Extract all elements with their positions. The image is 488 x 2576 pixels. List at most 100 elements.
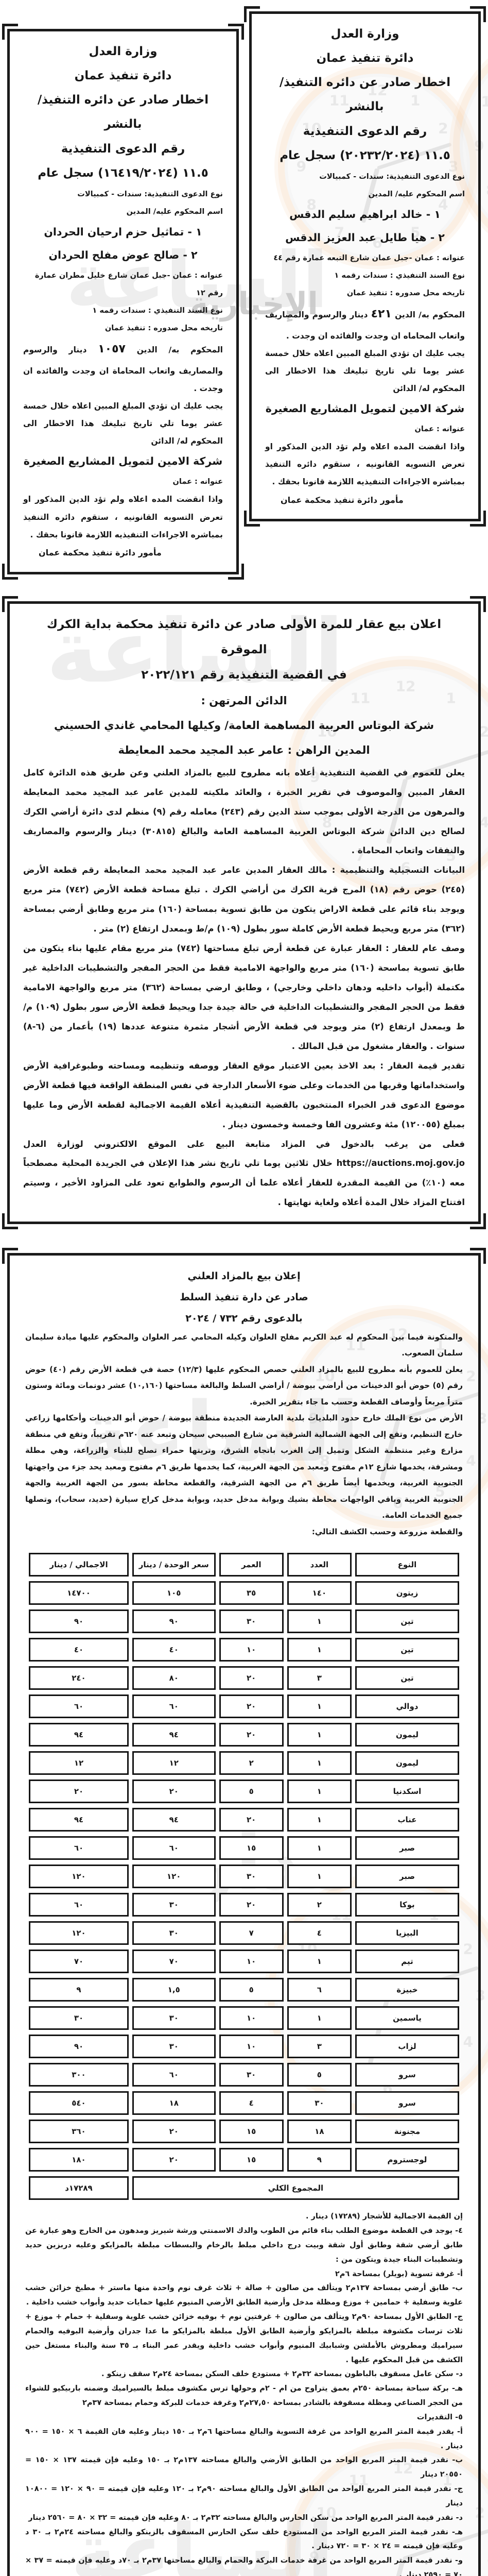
payment-instruction: يجب عليك ان تؤدي المبلغ المبين اعلاه خلا… [265, 348, 465, 394]
table-cell: ١ [287, 1694, 352, 1719]
bond-type-line: نوع السند التنفيذي : سندات رقمه ١ [334, 272, 465, 280]
table-cell: ٣٠ [29, 2006, 129, 2030]
trees-valuation-table: النوع العدد العمر سعر الوحدة / دينار الا… [25, 1548, 463, 2205]
table-cell: ١٠٥ [132, 1581, 216, 1605]
salt-paragraph: ب- نقدر قيمة المتر المربع الواحد من الطا… [25, 2456, 463, 2479]
execution-notice-amman-right: وزارة العدل دائرة تنفيذ عمان اخطار صادر … [244, 6, 486, 527]
case-number-label: رقم الدعوى التنفيذية [303, 124, 427, 138]
table-footer: المجموع الكلي ١٧٢٨٩د [29, 2176, 459, 2200]
table-cell: ٢ [287, 1893, 352, 1917]
table-cell: ١ [287, 1609, 352, 1634]
table-cell: ٩ [29, 1978, 129, 2002]
table-cell: مجنونة [355, 2120, 459, 2144]
table-cell: ٣ [287, 1666, 352, 1690]
column-header-type: النوع [355, 1553, 459, 1577]
case-number-value: ١١.٥ (٢٠٢٣٢/٢٠٢٤) سجل عام [280, 148, 450, 162]
table-cell: ١٢ [132, 1751, 216, 1775]
ministry-title: وزارة العدل [330, 27, 399, 41]
table-cell: عناب [355, 1808, 459, 1832]
salt-paragraph: أ- يقدر قيمة المتر المربع الواحد من غرفة… [25, 2427, 463, 2450]
table-cell: ١٥ [219, 2148, 284, 2172]
salt-paragraph: هـ- بركة سباحة بمساحة ٢٥٠م بعمق يتراوح م… [25, 2384, 463, 2408]
table-row: تين ١ ٣٠ ٩٠ ٩٠ [29, 1609, 459, 1634]
table-cell: زيتون [355, 1581, 459, 1605]
table-cell: ١ [287, 1950, 352, 1974]
case-type-line: نوع الدعوى التنفيذية: سندات - كمبيالات [77, 190, 223, 198]
table-row: صبر ١ ١٥ ٦٠ ٦٠ [29, 1836, 459, 1860]
department-title: دائرة تنفيذ عمان [74, 69, 172, 83]
table-row: بوكا ٢ ٢٠ ٣٠ ٦٠ [29, 1893, 459, 1917]
table-cell: ٩٠ [29, 2035, 129, 2059]
legal-warning: واذا انقضت المده اعلاه ولم تؤد الدين الم… [265, 442, 465, 487]
creditor-name: شركة الامين لتمويل المشاريع الصغيرة [265, 402, 465, 415]
table-cell: تيم [355, 1950, 459, 1974]
table-cell: صبر [355, 1865, 459, 1889]
table-body: زيتون ١٤٠ ٣٥ ١٠٥ ١٤٧٠٠ تين ١ ٣٠ ٩٠ ٩٠ تين ١ ١٠ ٤٠ ٤٠ تي… [29, 1581, 459, 2172]
table-cell: ١٤٧٠٠ [29, 1581, 129, 1605]
table-cell: ٢٠ [219, 1893, 284, 1917]
table-cell: ٥ [219, 1780, 284, 1804]
amount-value: ٤٢١ [371, 308, 392, 321]
table-cell: البيزيا [355, 1921, 459, 1945]
table-cell: ١٨ [132, 2091, 216, 2115]
karak-paragraph: البيانات التسجيلية والتنظيمية : مالك الع… [23, 865, 465, 934]
table-cell: ١٢ [29, 1751, 129, 1775]
frame-corner [470, 596, 486, 612]
table-cell: ٣٠ [287, 2091, 352, 2115]
table-row: خبيزة ٦ ٥ ١,٥ ٩ [29, 1978, 459, 2002]
debtor-label: اسم المحكوم عليه/ المدين [368, 190, 465, 198]
right-column: وزارة العدل دائرة تنفيذ عمان اخطار صادر … [244, 6, 486, 527]
table-row: تيم ١ ١٠ ٧٠ ٧٠ [29, 1950, 459, 1974]
salt-paragraph: والمتكونة فيما بين المحكوم له عبد الكريم… [25, 1332, 463, 1358]
table-cell: ٥ [287, 2063, 352, 2087]
notice-type-title: اخطار صادر عن دائره التنفيذ/ بالنشر [279, 76, 451, 114]
column-header-total: الاجمالي / دينار [29, 1553, 129, 1577]
frame-corner [2, 563, 18, 580]
table-row: صبر ١ ٣٠ ١٢٠ ١٢٠ [29, 1865, 459, 1889]
table-cell: ٢٠ [132, 1780, 216, 1804]
table-cell: ١٠ [219, 1638, 284, 1662]
table-cell: ٥٤٠ [29, 2091, 129, 2115]
table-cell: ٢٠ [219, 1723, 284, 1747]
table-cell: ٣٠ [132, 2035, 216, 2059]
table-cell: ٢٤٠ [29, 1666, 129, 1690]
creditor-label: الدائن المرتهن : [201, 694, 287, 707]
table-row: عناب ١ ٢٠ ٩٤ ٩٤ [29, 1808, 459, 1832]
debtor-address: عنوانه : عمان -جبل عمان شارع خليل مطران … [34, 272, 223, 298]
table-cell: ٧٠ [29, 1950, 129, 1974]
creditor-name: شركة البوتاس العربية المساهمة العامة/ وك… [54, 719, 434, 732]
salt-paragraph: هـ- نقدر قيمة المتر المربع الواحد من الم… [25, 2528, 463, 2551]
table-cell: ٣٠ [132, 1893, 216, 1917]
amount-value: ١٠٥٧ [98, 343, 126, 356]
table-header: النوع العدد العمر سعر الوحدة / دينار الا… [29, 1553, 459, 1577]
debtor-name: ١ - خالد ابراهيم سليم الدقس [289, 208, 441, 221]
table-cell: ٢٠ [219, 1808, 284, 1832]
salt-paragraph: والقطعة مزروعة وحسب الكشف التالي: [311, 1527, 463, 1536]
table-cell: ١٢٠ [132, 1865, 216, 1889]
ministry-title: وزارة العدل [89, 45, 158, 58]
table-cell: ٢٠ [132, 2120, 216, 2144]
table-row: ليمون ١ ٢٠ ٩٤ ٩٤ [29, 1723, 459, 1747]
frame-corner [470, 511, 486, 527]
judgment-amount-line: المحكوم به/ الدين ٤٢١ دينار والرسوم والم… [265, 302, 465, 344]
salt-paragraph: ٤- يوجد في القطعة موضوع الطلب بناء قائم … [25, 2227, 463, 2264]
signature-line: مأمور دائرة تنفيذ محكمة عمان [39, 547, 162, 557]
table-cell: ١٠ [219, 1950, 284, 1974]
amount-prefix: المحكوم به/ الدين [395, 310, 465, 320]
salt-paragraph: د- نقدر قيمة المتر المربع الواحد من سكن … [28, 2513, 463, 2522]
table-cell: ١٤٠ [287, 1581, 352, 1605]
table-cell: ١٢٠ [29, 1865, 129, 1889]
table-cell: تين [355, 1638, 459, 1662]
table-cell: ١ [287, 2006, 352, 2030]
total-value: ١٧٢٨٩د [29, 2176, 129, 2200]
total-row: المجموع الكلي ١٧٢٨٩د [29, 2176, 459, 2200]
case-type-line: نوع الدعوى التنفيذية: سندات - كمبيالات [319, 172, 465, 181]
case-number-value: ١١.٥ (١٦٤١٩/٢٠٢٤) سجل عام [38, 166, 208, 180]
salt-paragraph: ج- الطابق الأول بمساحة ٩٠م٢ ويتألف من صا… [25, 2313, 463, 2364]
notice-details: إن القيمة الاجمالية للأشجار (١٧٢٨٩) دينا… [25, 2210, 463, 2576]
table-cell: تين [355, 1666, 459, 1690]
frame-corner [228, 563, 244, 580]
table-cell: ٣٠ [219, 1865, 284, 1889]
table-header-row: النوع العدد العمر سعر الوحدة / دينار الا… [29, 1553, 459, 1577]
